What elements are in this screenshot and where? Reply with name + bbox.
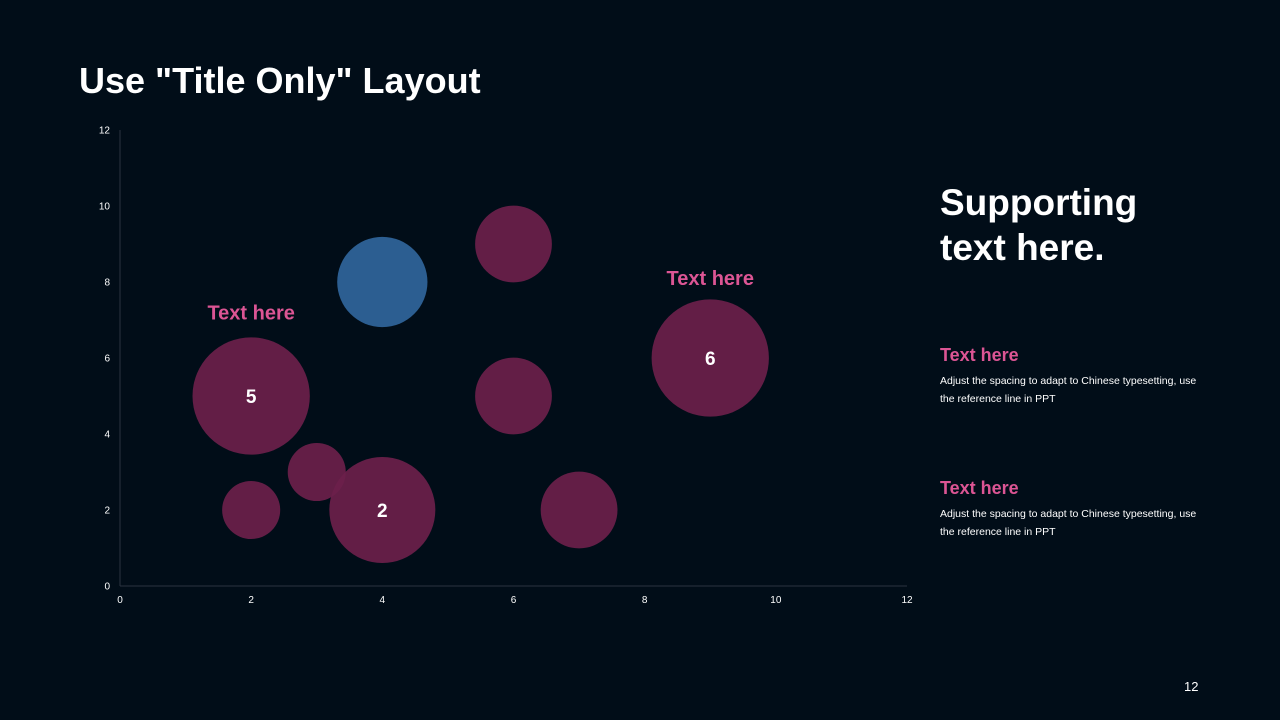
side-note-body: Adjust the spacing to adapt to Chinese t… <box>940 375 1197 405</box>
x-tick-label: 4 <box>380 595 386 606</box>
chart-bubbles <box>192 205 769 563</box>
bubble-data-label: 2 <box>377 501 388 522</box>
slide-title: Use "Title Only" Layout <box>79 60 481 101</box>
side-note-title: Text here <box>940 345 1019 365</box>
bubble-point <box>475 205 552 283</box>
side-note-title: Text here <box>940 478 1019 498</box>
chart-labels: 5 2 6 Text here Text here <box>207 268 754 522</box>
bubble-point-highlight <box>337 236 428 328</box>
y-tick-label: 12 <box>99 126 111 137</box>
chart-annotation: Text here <box>207 302 294 324</box>
side-note-2: Text here Adjust the spacing to adapt to… <box>940 477 1210 541</box>
side-note-body: Adjust the spacing to adapt to Chinese t… <box>940 508 1197 538</box>
y-tick-label: 6 <box>104 354 110 365</box>
y-tick-label: 0 <box>104 582 110 593</box>
bubble-point <box>651 299 769 417</box>
bubble-point <box>329 457 436 563</box>
y-tick-label: 10 <box>99 202 111 213</box>
y-tick-label: 2 <box>104 506 110 517</box>
bubble-data-label: 5 <box>246 387 257 408</box>
side-note-1: Text here Adjust the spacing to adapt to… <box>940 344 1210 408</box>
chart-annotation: Text here <box>667 268 754 290</box>
x-tick-label: 8 <box>642 595 648 606</box>
x-tick-label: 10 <box>770 595 782 606</box>
bubble-chart: 0 2 4 6 8 10 12 0 2 4 6 8 10 12 5 2 6 Text here Text here <box>99 126 913 607</box>
bubble-point <box>540 471 618 549</box>
bubble-point <box>475 357 552 435</box>
x-tick-label: 0 <box>117 595 123 606</box>
page-number: 12 <box>1184 679 1199 694</box>
x-tick-label: 12 <box>901 595 913 606</box>
supporting-heading: Supporting text here. <box>940 182 1138 268</box>
chart-axes: 0 2 4 6 8 10 12 0 2 4 6 8 10 12 <box>99 126 913 607</box>
x-tick-label: 6 <box>511 595 517 606</box>
x-tick-label: 2 <box>248 595 254 606</box>
y-tick-label: 4 <box>104 430 110 441</box>
bubble-point <box>287 442 346 502</box>
bubble-point <box>192 337 310 455</box>
y-tick-label: 8 <box>104 278 110 289</box>
bubble-data-label: 6 <box>705 349 716 370</box>
bubble-point <box>222 480 281 540</box>
